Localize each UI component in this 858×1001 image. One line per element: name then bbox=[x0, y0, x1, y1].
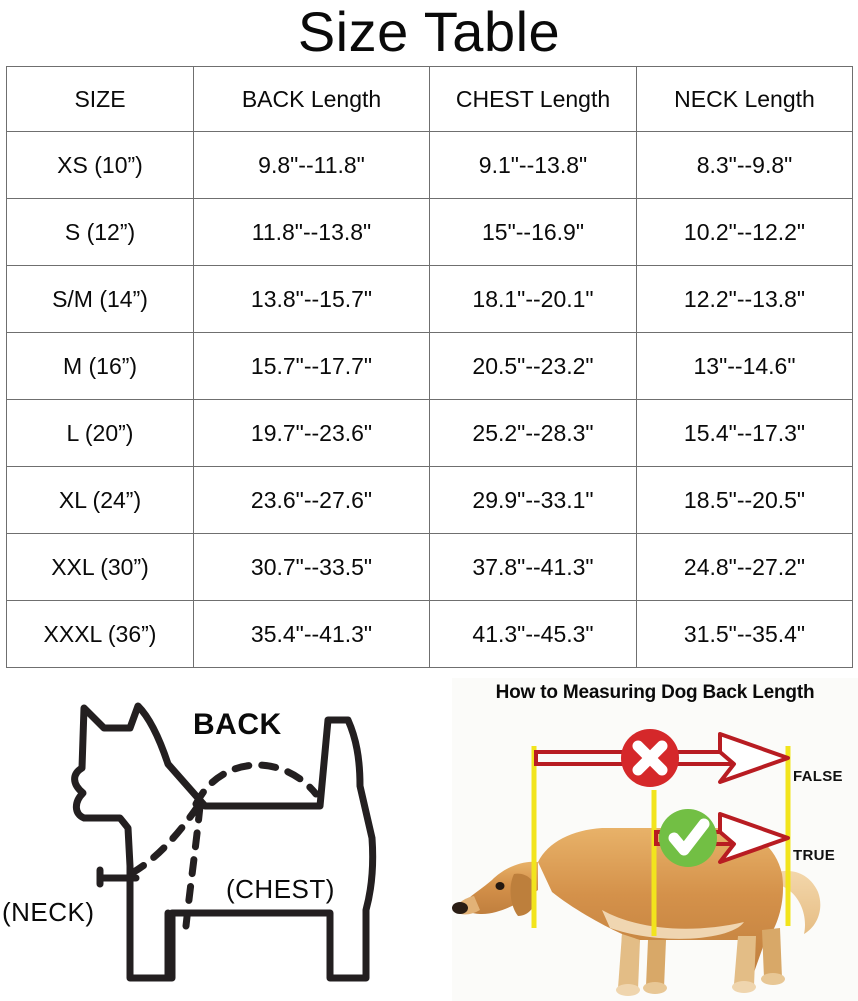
false-badge-icon bbox=[621, 729, 679, 787]
back-label: BACK bbox=[193, 708, 282, 741]
right-panel-title: How to Measuring Dog Back Length bbox=[495, 682, 815, 703]
table-row: XL (24”) 23.6"--27.6" 29.9"--33.1" 18.5"… bbox=[6, 466, 853, 534]
cell-neck: 24.8"--27.2" bbox=[636, 533, 853, 601]
chest-label: (CHEST) bbox=[226, 874, 335, 904]
cell-back: 9.8"--11.8" bbox=[193, 131, 430, 199]
back-measure-dashed-line bbox=[192, 761, 320, 808]
table-row: S (12”) 11.8"--13.8" 15"--16.9" 10.2"--1… bbox=[6, 198, 853, 266]
column-header-back: BACK Length bbox=[193, 66, 430, 132]
cell-size: M (16”) bbox=[6, 332, 194, 400]
cell-chest: 41.3"--45.3" bbox=[429, 600, 637, 668]
cell-back: 30.7"--33.5" bbox=[193, 533, 430, 601]
table-row: XS (10”) 9.8"--11.8" 9.1"--13.8" 8.3"--9… bbox=[6, 131, 853, 199]
dog-outline-drawing bbox=[71, 702, 377, 982]
cell-back: 23.6"--27.6" bbox=[193, 466, 430, 534]
neck-measure-dashed-line bbox=[118, 802, 202, 882]
cell-size: S (12”) bbox=[6, 198, 194, 266]
table-row: M (16”) 15.7"--17.7" 20.5"--23.2" 13"--1… bbox=[6, 332, 853, 400]
true-badge-icon bbox=[659, 809, 717, 867]
size-table: SIZE BACK Length CHEST Length NECK Lengt… bbox=[6, 66, 853, 668]
cell-neck: 15.4"--17.3" bbox=[636, 399, 853, 467]
page-title: Size Table bbox=[297, 0, 561, 63]
table-row: XXL (30”) 30.7"--33.5" 37.8"--41.3" 24.8… bbox=[6, 533, 853, 601]
measuring-instruction-graphic bbox=[452, 678, 858, 1001]
cell-chest: 20.5"--23.2" bbox=[429, 332, 637, 400]
cell-size: S/M (14”) bbox=[6, 265, 194, 333]
cell-back: 35.4"--41.3" bbox=[193, 600, 430, 668]
illustration-row: How to Measuring Dog Back Length FALSE T… bbox=[0, 678, 858, 1001]
neck-label: (NECK) bbox=[2, 897, 95, 927]
back-length-photo-panel: How to Measuring Dog Back Length FALSE T… bbox=[452, 678, 858, 1001]
table-row: S/M (14”) 13.8"--15.7" 18.1"--20.1" 12.2… bbox=[6, 265, 853, 333]
cell-size: XXXL (36”) bbox=[6, 600, 194, 668]
chest-measure-dashed-line bbox=[182, 802, 204, 930]
cell-chest: 25.2"--28.3" bbox=[429, 399, 637, 467]
cell-back: 13.8"--15.7" bbox=[193, 265, 430, 333]
column-header-chest: CHEST Length bbox=[429, 66, 637, 132]
cell-chest: 18.1"--20.1" bbox=[429, 265, 637, 333]
cell-back: 19.7"--23.6" bbox=[193, 399, 430, 467]
cell-size: XS (10”) bbox=[6, 131, 194, 199]
cell-chest: 9.1"--13.8" bbox=[429, 131, 637, 199]
false-label: FALSE bbox=[793, 768, 843, 785]
cell-neck: 12.2"--13.8" bbox=[636, 265, 853, 333]
cell-back: 11.8"--13.8" bbox=[193, 198, 430, 266]
true-label: TRUE bbox=[793, 847, 836, 864]
golden-retriever-photo bbox=[452, 828, 821, 996]
cell-neck: 8.3"--9.8" bbox=[636, 131, 853, 199]
cell-neck: 18.5"--20.5" bbox=[636, 466, 853, 534]
column-header-size: SIZE bbox=[6, 66, 194, 132]
table-row: XXXL (36”) 35.4"--41.3" 41.3"--45.3" 31.… bbox=[6, 600, 853, 668]
cell-chest: 15"--16.9" bbox=[429, 198, 637, 266]
cell-chest: 37.8"--41.3" bbox=[429, 533, 637, 601]
cell-neck: 10.2"--12.2" bbox=[636, 198, 853, 266]
dog-measurement-diagram-panel bbox=[0, 678, 450, 1001]
false-measurement-arrow bbox=[534, 732, 790, 784]
table-header-row: SIZE BACK Length CHEST Length NECK Lengt… bbox=[6, 66, 853, 132]
cell-back: 15.7"--17.7" bbox=[193, 332, 430, 400]
cell-chest: 29.9"--33.1" bbox=[429, 466, 637, 534]
cell-size: XL (24”) bbox=[6, 466, 194, 534]
cell-size: XXL (30”) bbox=[6, 533, 194, 601]
cell-size: L (20”) bbox=[6, 399, 194, 467]
dog-body-path bbox=[71, 702, 377, 982]
cell-neck: 31.5"--35.4" bbox=[636, 600, 853, 668]
cell-neck: 13"--14.6" bbox=[636, 332, 853, 400]
column-header-neck: NECK Length bbox=[636, 66, 853, 132]
size-table-container: SIZE BACK Length CHEST Length NECK Lengt… bbox=[0, 66, 858, 668]
table-row: L (20”) 19.7"--23.6" 25.2"--28.3" 15.4"-… bbox=[6, 399, 853, 467]
